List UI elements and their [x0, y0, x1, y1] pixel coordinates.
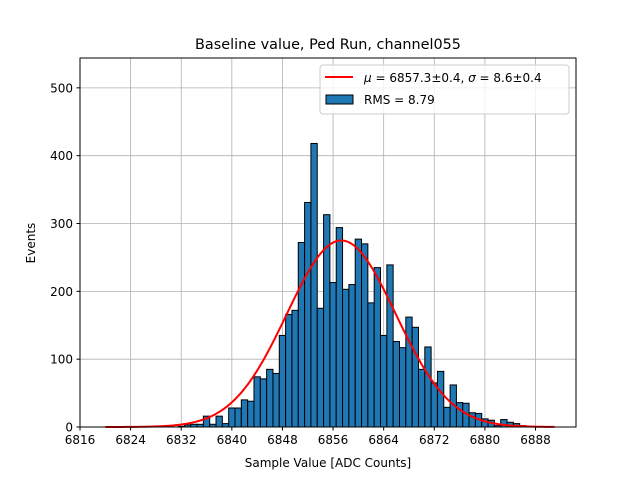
histogram-bar — [291, 309, 299, 428]
histogram-bar — [411, 326, 419, 428]
x-tick-label: 6824 — [115, 433, 146, 447]
y-tick-label: 200 — [50, 285, 73, 299]
legend-histogram-label: RMS = 8.79 — [364, 93, 435, 107]
x-tick-label: 6888 — [520, 433, 551, 447]
y-axis-ticks: 0 100 200 300 400 500 — [50, 81, 80, 435]
histogram-bar — [424, 346, 432, 428]
axes-frame — [79, 57, 577, 428]
x-tick-label: 6840 — [217, 433, 248, 447]
histogram-bar — [285, 313, 293, 428]
histogram-bar — [386, 264, 394, 428]
legend-histogram-swatch — [325, 94, 354, 105]
histogram-bar — [367, 302, 375, 428]
x-tick-label: 6848 — [267, 433, 298, 447]
histogram-bar — [373, 267, 382, 428]
histogram-bar — [278, 334, 287, 428]
histogram-bar — [342, 288, 350, 428]
histogram-bar — [335, 227, 344, 428]
histogram-bar — [430, 382, 438, 428]
y-tick-label: 100 — [50, 353, 73, 367]
histogram-bar — [297, 242, 306, 428]
histogram-bar — [253, 376, 261, 428]
histogram-bar — [436, 370, 445, 428]
x-tick-label: 6832 — [166, 433, 197, 447]
histogram-bar — [234, 407, 242, 428]
x-tick-label: 6864 — [368, 433, 399, 447]
histogram-bar — [304, 201, 312, 428]
histogram-bar — [215, 415, 223, 428]
histogram-bar — [316, 307, 325, 428]
y-tick-label: 300 — [50, 217, 73, 231]
histogram-bar — [310, 142, 318, 428]
histogram-bar — [240, 399, 249, 428]
histogram-bar — [455, 402, 464, 428]
legend-fit-label: μ = 6857.3±0.4, σ = 8.6±0.4 — [363, 71, 542, 85]
x-axis-ticks: 6816 6824 6832 6840 6848 6856 6864 6872 6880 6888 — [65, 427, 551, 447]
histogram-bar — [405, 316, 413, 428]
histogram-bar — [247, 400, 255, 428]
histogram-bar — [259, 378, 268, 428]
histogram-bar — [380, 334, 388, 428]
gaussian-fit-line — [105, 239, 555, 428]
y-axis-label: Events — [24, 223, 38, 264]
histogram-bar — [272, 372, 280, 428]
y-tick-label: 500 — [50, 81, 73, 95]
legend-box — [319, 64, 570, 115]
chart-title: Baseline value, Ped Run, channel055 — [195, 37, 461, 53]
x-tick-label: 6816 — [65, 433, 96, 447]
x-tick-label: 6872 — [419, 433, 450, 447]
histogram-bar — [221, 423, 230, 428]
legend: μ = 6857.3±0.4, σ = 8.6±0.4 RMS = 8.79 — [319, 64, 570, 115]
y-tick-label: 0 — [65, 421, 73, 435]
x-axis-label: Sample Value [ADC Counts] — [245, 456, 411, 470]
histogram-bar — [398, 347, 407, 428]
histogram-bars — [177, 142, 527, 428]
histogram-bar — [361, 243, 369, 428]
histogram-bar — [443, 406, 451, 428]
histogram-bar — [228, 407, 236, 428]
histogram-bar — [354, 238, 363, 428]
histogram-bar — [329, 282, 337, 428]
histogram-bar — [417, 368, 426, 428]
x-tick-label: 6880 — [470, 433, 501, 447]
histogram-bar — [348, 284, 356, 428]
histogram-bar — [392, 341, 400, 428]
histogram-bar — [266, 368, 274, 428]
y-tick-label: 400 — [50, 149, 73, 163]
x-tick-label: 6856 — [318, 433, 349, 447]
